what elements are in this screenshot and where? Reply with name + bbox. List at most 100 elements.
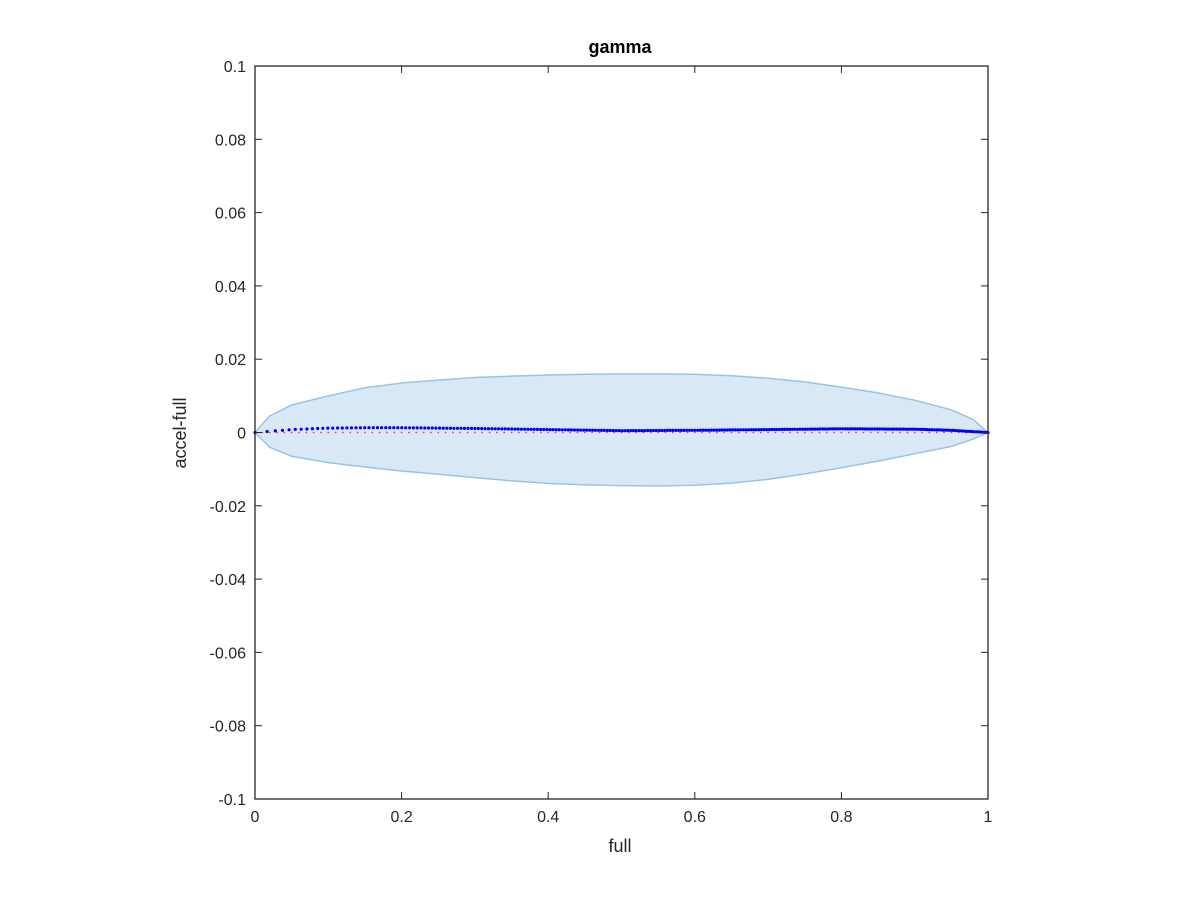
data-point: [516, 427, 520, 431]
zero-reference-dot: [298, 431, 300, 434]
data-point: [305, 427, 309, 431]
data-point: [316, 426, 320, 431]
data-point: [949, 428, 953, 432]
zero-reference-dot: [840, 431, 843, 434]
zero-reference-dot: [811, 431, 813, 434]
data-point: [287, 428, 291, 432]
zero-reference-dot: [496, 431, 498, 434]
zero-reference-dot: [642, 431, 645, 434]
zero-reference-dot: [408, 431, 410, 434]
data-point: [813, 427, 817, 431]
data-point: [665, 428, 670, 432]
data-point: [486, 427, 491, 431]
data-point: [452, 426, 456, 430]
data-point: [526, 427, 530, 431]
data-point: [946, 428, 951, 432]
zero-reference-dot: [693, 431, 696, 434]
zero-reference-dot: [349, 431, 352, 434]
zero-reference-dot: [869, 431, 872, 434]
y-axis: -0.1 -0.08 -0.06 -0.04 -0.02 0 0.02 0.04 0.06 0.0…: [210, 59, 988, 809]
zero-reference-dot: [884, 431, 887, 434]
data-point: [293, 427, 297, 431]
data-point: [930, 428, 934, 432]
data-point: [720, 428, 724, 432]
data-point: [596, 428, 601, 432]
data-point: [733, 428, 737, 432]
data-point: [923, 427, 927, 432]
data-point: [483, 427, 487, 431]
data-point: [928, 428, 932, 432]
data-point: [877, 427, 882, 431]
zero-reference-dot: [532, 431, 535, 434]
data-point: [913, 427, 918, 431]
data-point: [345, 426, 349, 430]
zero-reference-dot: [525, 431, 528, 434]
data-point: [836, 427, 840, 431]
data-point: [715, 428, 719, 432]
zero-reference-dot: [290, 431, 293, 434]
zero-reference-dot: [891, 431, 894, 434]
data-point: [326, 426, 330, 430]
data-point: [749, 428, 753, 432]
data-point: [354, 426, 358, 430]
zero-reference-dot: [320, 431, 322, 434]
data-point: [935, 428, 939, 432]
zero-reference-dot: [950, 431, 953, 434]
data-point: [493, 427, 497, 431]
data-point: [299, 427, 303, 431]
zero-reference-dot: [327, 431, 330, 434]
data-point: [576, 428, 580, 432]
data-point: [510, 427, 514, 431]
zero-reference-dot: [510, 431, 513, 434]
data-point: [657, 428, 661, 433]
data-point: [566, 428, 571, 432]
x-axis-label: full: [608, 836, 631, 856]
data-point: [411, 426, 415, 430]
data-point: [591, 428, 595, 432]
data-point: [404, 426, 408, 430]
y-tick-label: -0.04: [210, 572, 247, 589]
data-point: [310, 427, 314, 431]
data-point: [668, 428, 672, 432]
y-axis-label: accel-full: [170, 397, 190, 468]
data-point: [939, 428, 944, 432]
data-point: [723, 428, 727, 432]
data-point: [725, 428, 729, 432]
data-point: [551, 428, 555, 432]
zero-reference-dot: [935, 431, 938, 434]
y-tick-label: 0: [237, 426, 246, 443]
data-point: [693, 428, 697, 432]
data-point: [855, 427, 860, 431]
data-point: [741, 428, 745, 432]
data-point: [937, 428, 941, 432]
data-point: [423, 426, 427, 430]
data-point: [696, 428, 700, 432]
zero-reference-dot: [459, 431, 462, 434]
data-point: [954, 429, 958, 433]
zero-reference-dot: [671, 431, 674, 434]
data-point: [545, 427, 549, 432]
data-point: [899, 427, 903, 431]
data-point: [582, 428, 586, 432]
y-tick-label: -0.06: [210, 645, 247, 662]
data-point: [897, 427, 901, 431]
data-point: [599, 428, 604, 432]
data-point: [415, 426, 419, 430]
data-point: [445, 426, 449, 430]
data-point: [865, 427, 869, 431]
data-point: [358, 426, 362, 430]
zero-reference-dot: [437, 431, 440, 434]
data-point: [738, 428, 743, 432]
data-point: [593, 428, 598, 432]
y-tick-label: 0.1: [224, 59, 246, 76]
data-point: [400, 426, 404, 430]
zero-reference-dot: [862, 431, 865, 434]
data-point: [704, 428, 708, 432]
zero-reference-dot: [598, 431, 601, 434]
data-point: [441, 426, 445, 430]
data-point: [806, 427, 810, 431]
zero-reference-dot: [576, 431, 579, 434]
zero-reference-dot: [921, 431, 923, 434]
zero-reference-dot: [715, 431, 718, 434]
zero-reference-dots: [254, 431, 989, 434]
